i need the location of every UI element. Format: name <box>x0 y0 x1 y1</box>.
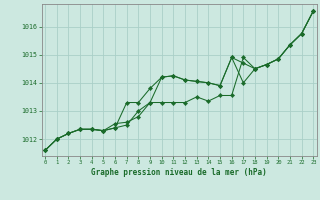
X-axis label: Graphe pression niveau de la mer (hPa): Graphe pression niveau de la mer (hPa) <box>91 168 267 177</box>
